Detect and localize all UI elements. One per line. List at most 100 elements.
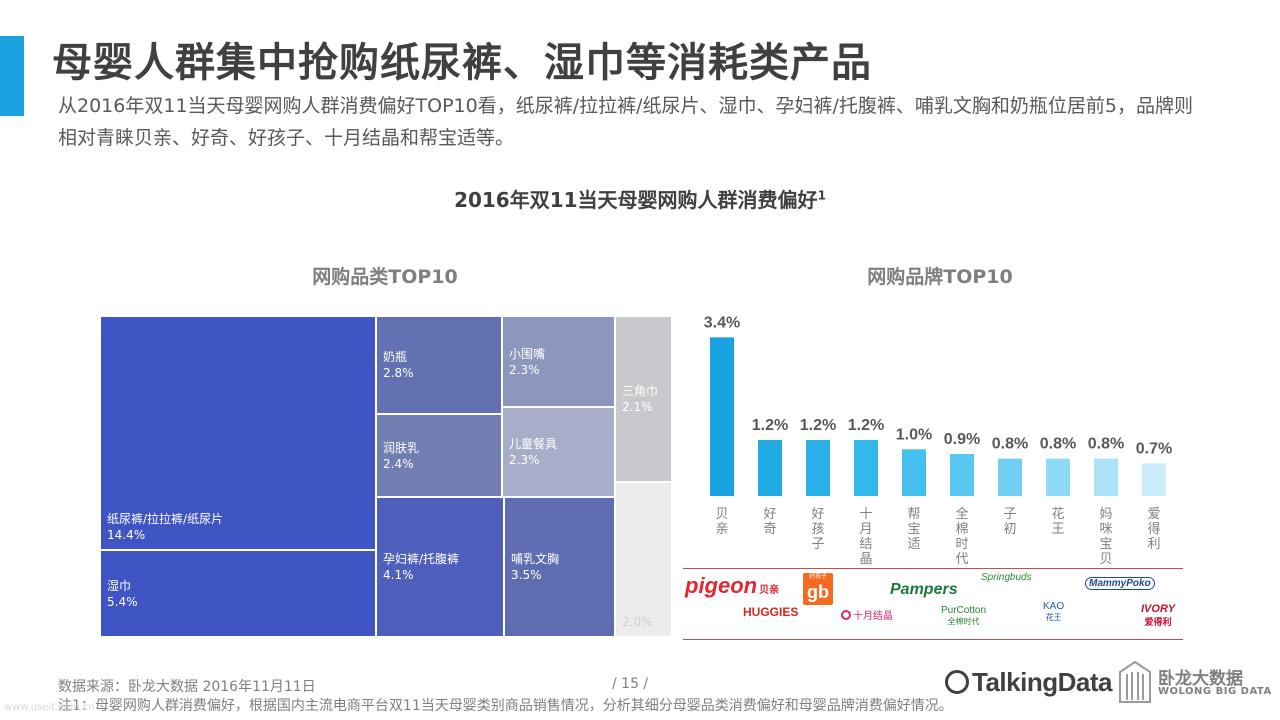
treemap-cell-value: 2.3%: [509, 453, 540, 467]
chart-title-text: 2016年双11当天母婴网购人群消费偏好: [454, 188, 818, 212]
shiyue-logo-text: 十月结晶: [853, 611, 893, 622]
page-title: 母婴人群集中抢购纸尿裤、湿巾等消耗类产品: [52, 40, 872, 86]
accent-bar: [0, 36, 24, 116]
chart-title-footnote-mark: 1: [817, 188, 826, 203]
treemap-cell-value: 4.1%: [383, 568, 414, 582]
category-label: 贝亲: [715, 507, 728, 537]
treemap-cell-label: 儿童餐具: [509, 437, 558, 451]
treemap-cell-label: 纸尿裤/拉拉裤/纸尿片: [107, 512, 224, 526]
brand-logo-strip: pigeon 贝亲 好孩子 gb Pampers Springbuds MammyP…: [683, 568, 1183, 640]
bar-value-label: 0.8%: [992, 436, 1028, 453]
talkingdata-logo-text: TalkingData: [972, 667, 1112, 697]
bar-value-label: 0.8%: [1088, 436, 1124, 453]
wolong-building-icon: [1119, 660, 1151, 703]
purcotton-logo: PurCotton 全棉时代: [941, 605, 986, 627]
brand-bar: [806, 440, 830, 496]
data-source: 数据来源：卧龙大数据 2016年11月11日: [58, 679, 316, 695]
pigeon-logo-text: pigeon: [685, 573, 758, 598]
category-label: 花王: [1051, 506, 1064, 537]
treemap-cell-value: 3.5%: [511, 568, 542, 582]
treemap-cell-value: 5.4%: [107, 594, 138, 609]
treemap-cell-label: 奶瓶: [383, 350, 408, 364]
treemap-cell: 小围嘴 2.3%: [503, 317, 614, 406]
talkingdata-icon: [945, 670, 969, 694]
category-label: 好孩子: [811, 507, 824, 552]
brand-bar: [950, 454, 974, 496]
brand-chart-title: 网购品牌TOP10: [867, 266, 1013, 288]
shiyue-logo-mark: [841, 610, 851, 620]
category-label: 十月结晶: [859, 507, 872, 567]
kao-logo: KAO 花王: [1043, 601, 1064, 623]
mamypoko-logo: MammyPoko: [1085, 577, 1155, 590]
treemap-cell-faded: 2.0%: [616, 483, 671, 636]
bar-value-label: 0.8%: [1040, 436, 1076, 453]
category-label: 子初: [1003, 507, 1016, 537]
page-number: / 15 /: [612, 676, 649, 692]
category-label: 妈咪宝贝: [1099, 507, 1112, 567]
treemap-title: 网购品类TOP10: [312, 266, 458, 288]
goodbaby-logo-cn: 好孩子: [808, 574, 827, 580]
bar-value-label: 0.7%: [1136, 440, 1172, 457]
bar-value-label: 1.2%: [800, 417, 836, 434]
treemap-cell: 孕妇裤/托腹裤 4.1%: [377, 498, 503, 636]
treemap-cell: 润肤乳 2.4%: [377, 415, 501, 496]
brand-bar: [710, 337, 734, 496]
brand-bar: [902, 449, 926, 496]
treemap-cell-label: 孕妇裤/托腹裤: [383, 552, 460, 566]
talkingdata-logo: TalkingData: [945, 667, 1112, 698]
brand-bar: [758, 440, 782, 496]
treemap-faded-value: 2.0%: [622, 615, 653, 629]
goodbaby-logo: 好孩子 gb: [803, 573, 833, 605]
treemap-cell: 奶瓶 2.8%: [377, 317, 501, 413]
goodbaby-logo-text: gb: [807, 582, 829, 602]
footnote: 注1：母婴网购人群消费偏好，根据国内主流电商平台双11当天母婴类别商品销售情况，…: [58, 698, 953, 714]
bar-value-label: 0.9%: [944, 431, 980, 448]
treemap-cell-label: 三角巾: [622, 384, 659, 398]
pigeon-logo-cn: 贝亲: [759, 585, 780, 596]
treemap-cell: 儿童餐具 2.3%: [503, 408, 614, 496]
treemap-cell-value: 2.4%: [383, 456, 414, 471]
ivory-logo: IVORY 爱得利: [1141, 603, 1175, 628]
treemap-cell-label: 哺乳文胸: [511, 552, 560, 566]
brand-bar: [1142, 463, 1166, 496]
springbuds-logo: Springbuds: [981, 572, 1032, 583]
brand-bar: [1094, 458, 1118, 496]
purcotton-logo-cn: 全棉时代: [947, 617, 980, 626]
pampers-logo: Pampers: [890, 581, 958, 598]
brand-bar: [854, 440, 878, 496]
shiyue-logo: 十月结晶: [841, 607, 893, 622]
treemap-cell: 哺乳文胸 3.5%: [505, 498, 614, 636]
category-label: 好奇: [763, 507, 776, 537]
kao-logo-cn: 花王: [1045, 613, 1062, 622]
category-label: 全棉时代: [955, 506, 968, 567]
treemap-cell-value: 2.1%: [622, 400, 653, 414]
kao-logo-text: KAO: [1043, 601, 1065, 612]
treemap-cell-value: 2.8%: [383, 366, 414, 380]
wolong-logo-en: WOLONG BIG DATA: [1158, 686, 1272, 697]
purcotton-logo-text: PurCotton: [941, 605, 987, 616]
watermark: www.useit.com.cn: [4, 702, 95, 713]
page-subtitle: 从2016年双11当天母婴网购人群消费偏好TOP10看，纸尿裤/拉拉裤/纸尿片、…: [58, 95, 1194, 149]
category-label: 爱得利: [1147, 507, 1160, 552]
treemap-cell: 湿巾 5.4%: [101, 551, 375, 636]
ivory-logo-cn: 爱得利: [1144, 617, 1172, 627]
treemap-cell: 纸尿裤/拉拉裤/纸尿片 14.4%: [101, 317, 375, 549]
bar-value-label: 3.4%: [704, 314, 740, 331]
brand-bar: [1046, 458, 1070, 496]
treemap-cell: 三角巾 2.1%: [616, 317, 671, 481]
treemap-cell-label: 湿巾: [107, 578, 132, 593]
treemap-cell-value: 2.3%: [509, 362, 540, 377]
ivory-logo-text: IVORY: [1141, 603, 1176, 615]
bar-value-label: 1.2%: [848, 417, 884, 434]
treemap-cell-label: 小围嘴: [509, 346, 546, 361]
wolong-logo-cn: 卧龙大数据: [1158, 669, 1243, 689]
category-label: 帮宝适: [907, 507, 920, 552]
treemap-cell-value: 14.4%: [107, 528, 146, 542]
chart-title: 2016年双11当天母婴网购人群消费偏好1: [0, 184, 1280, 213]
pigeon-logo: pigeon 贝亲: [685, 573, 779, 599]
treemap-cell-label: 润肤乳: [383, 440, 420, 455]
brand-bar-chart: 3.4% 贝亲 1.2% 好奇 1.2% 好孩子 1.2% 十月结晶 1.0% 帮宝适 0.9% 全棉…: [704, 314, 1172, 567]
bar-value-label: 1.0%: [896, 426, 932, 443]
bar-value-label: 1.2%: [752, 417, 788, 434]
huggies-logo: HUGGIES: [743, 605, 799, 619]
